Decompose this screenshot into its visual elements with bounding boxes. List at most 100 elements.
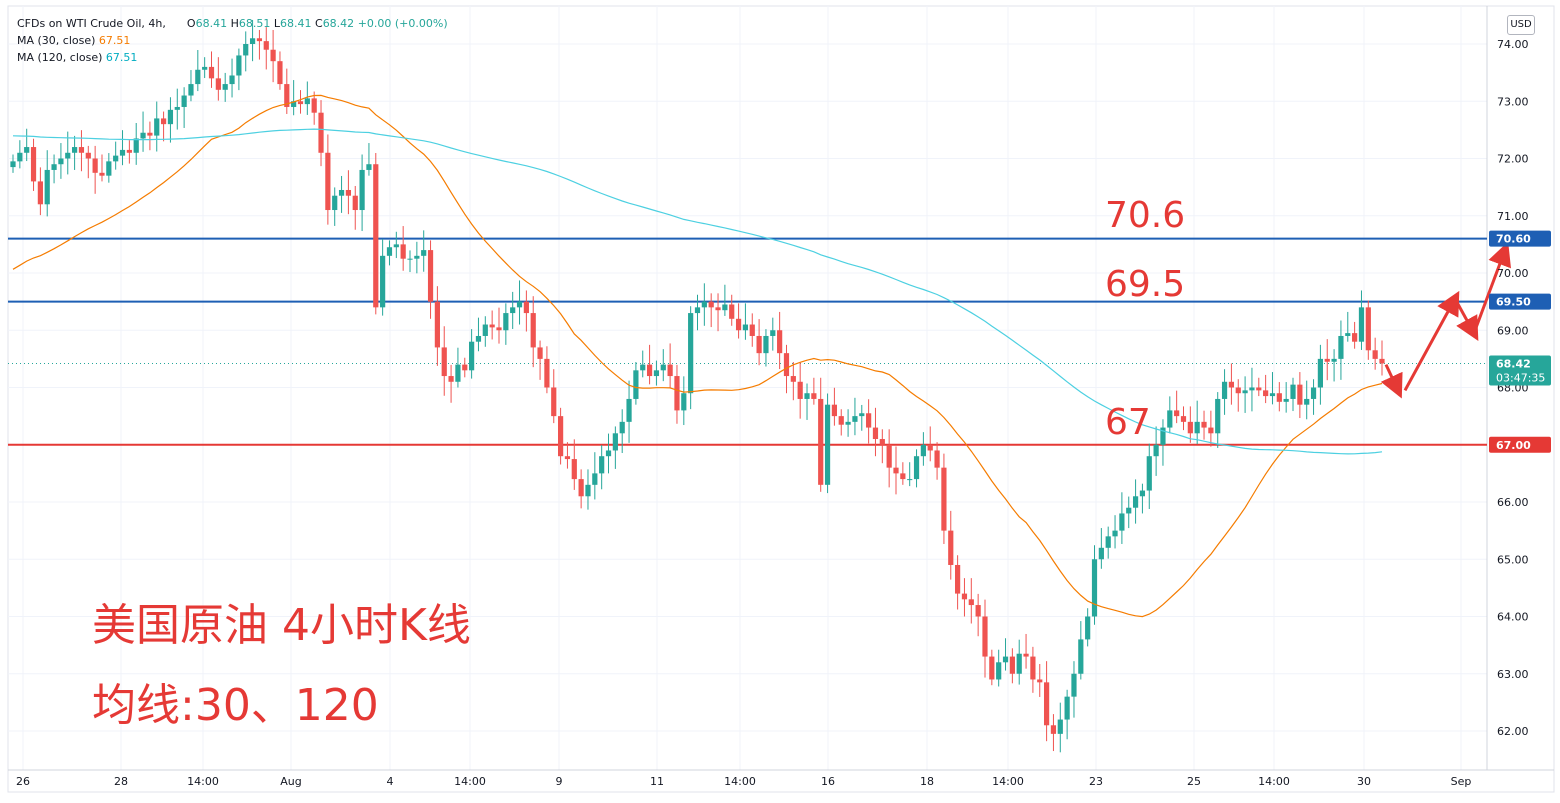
candle[interactable]	[989, 649, 995, 686]
candle[interactable]	[626, 380, 632, 443]
candle[interactable]	[1345, 311, 1351, 342]
candle[interactable]	[893, 446, 899, 495]
candle[interactable]	[1324, 339, 1330, 381]
candle[interactable]	[99, 154, 105, 182]
candle[interactable]	[811, 377, 817, 405]
candle[interactable]	[701, 283, 707, 326]
candle[interactable]	[1126, 496, 1132, 529]
candle[interactable]	[160, 111, 167, 142]
candle[interactable]	[338, 175, 345, 213]
candle[interactable]	[1358, 290, 1365, 350]
candle[interactable]	[1352, 321, 1358, 349]
candle[interactable]	[1331, 349, 1337, 382]
candle[interactable]	[653, 360, 660, 386]
candle[interactable]	[1317, 344, 1323, 405]
candle[interactable]	[1112, 515, 1118, 549]
candle[interactable]	[78, 130, 85, 172]
candle[interactable]	[475, 317, 482, 352]
candle[interactable]	[729, 294, 735, 326]
candle[interactable]	[249, 19, 256, 62]
candle[interactable]	[592, 452, 598, 500]
candle[interactable]	[297, 90, 304, 114]
candle[interactable]	[1297, 372, 1303, 419]
candle[interactable]	[441, 326, 447, 396]
candle[interactable]	[1071, 661, 1077, 718]
candle[interactable]	[537, 340, 543, 380]
candle[interactable]	[763, 329, 769, 367]
candle[interactable]	[735, 303, 742, 339]
candle[interactable]	[1372, 337, 1378, 370]
candle[interactable]	[469, 329, 475, 379]
candle[interactable]	[824, 393, 831, 494]
candle[interactable]	[147, 121, 153, 151]
candle[interactable]	[1119, 492, 1125, 544]
candle[interactable]	[564, 442, 571, 469]
candle[interactable]	[804, 383, 810, 420]
candle[interactable]	[106, 153, 112, 183]
candle[interactable]	[1037, 664, 1043, 697]
candle[interactable]	[1132, 479, 1139, 524]
candle[interactable]	[646, 344, 653, 385]
candle[interactable]	[400, 226, 406, 271]
candle[interactable]	[866, 399, 872, 444]
candle[interactable]	[215, 57, 221, 101]
candle[interactable]	[818, 377, 824, 492]
candle[interactable]	[243, 31, 249, 72]
candle[interactable]	[1098, 528, 1104, 569]
candle[interactable]	[605, 433, 612, 474]
candle[interactable]	[455, 347, 461, 388]
candle[interactable]	[1078, 621, 1084, 680]
candle[interactable]	[1379, 340, 1385, 376]
candle[interactable]	[523, 290, 529, 332]
candle[interactable]	[113, 141, 119, 170]
candle[interactable]	[1043, 661, 1050, 742]
candle[interactable]	[1174, 390, 1180, 424]
candle[interactable]	[414, 241, 420, 274]
candle[interactable]	[585, 469, 591, 510]
candle[interactable]	[263, 27, 269, 70]
candle[interactable]	[1194, 400, 1200, 445]
candle[interactable]	[1256, 377, 1262, 397]
candle[interactable]	[167, 97, 174, 143]
candle[interactable]	[236, 48, 242, 91]
time-axis[interactable]: 26 28 14:00 Aug 4 14:00 9 11 14:00 16 18 14:00 23 25 1…	[16, 775, 1471, 788]
candle[interactable]	[304, 81, 310, 115]
candle[interactable]	[1009, 648, 1015, 684]
candle[interactable]	[797, 362, 803, 419]
candle[interactable]	[783, 344, 790, 394]
candle[interactable]	[1263, 374, 1269, 404]
candle[interactable]	[599, 445, 605, 490]
candle[interactable]	[1057, 702, 1063, 753]
candle[interactable]	[1304, 380, 1310, 420]
candle[interactable]	[434, 286, 440, 366]
candle[interactable]	[968, 578, 974, 624]
candle[interactable]	[831, 387, 837, 426]
candle[interactable]	[674, 364, 680, 424]
candle[interactable]	[366, 143, 372, 176]
candle[interactable]	[934, 442, 940, 480]
candle[interactable]	[448, 364, 454, 403]
candle[interactable]	[955, 555, 961, 610]
candle[interactable]	[1050, 714, 1057, 752]
candle[interactable]	[558, 407, 564, 465]
candle[interactable]	[325, 134, 331, 225]
legend-ma30[interactable]: MA (30, close) 67.51	[17, 34, 130, 48]
candle[interactable]	[1235, 379, 1241, 412]
candle[interactable]	[51, 154, 57, 184]
candle[interactable]	[571, 439, 577, 490]
candle[interactable]	[229, 58, 235, 98]
candle[interactable]	[845, 409, 851, 437]
candle[interactable]	[749, 313, 755, 347]
candle[interactable]	[208, 51, 215, 88]
candle[interactable]	[1146, 443, 1152, 509]
candle[interactable]	[284, 68, 290, 114]
candle[interactable]	[256, 29, 263, 60]
candle[interactable]	[1160, 419, 1166, 466]
candle[interactable]	[681, 376, 687, 426]
candle[interactable]	[1030, 646, 1036, 693]
candle[interactable]	[1187, 406, 1193, 443]
candle[interactable]	[386, 240, 393, 266]
candle[interactable]	[489, 310, 495, 340]
candle[interactable]	[975, 593, 981, 637]
